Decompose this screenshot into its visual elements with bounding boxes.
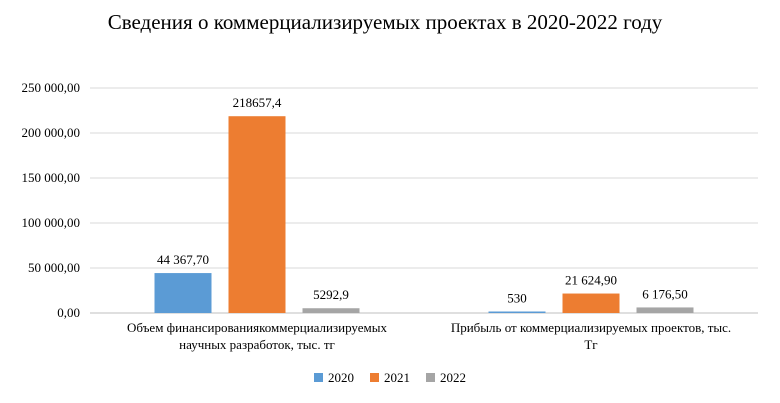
data-label: 6 176,50 (642, 286, 688, 301)
category-label: Объем финансированиякоммерциализируемых (127, 320, 387, 335)
data-label: 530 (507, 291, 527, 306)
category-label: Тг (584, 337, 597, 352)
y-tick-label: 200 000,00 (22, 125, 81, 140)
legend-swatch (426, 373, 435, 382)
x-axis-categories: Объем финансированиякоммерциализируемых н… (127, 320, 731, 352)
category-label: научных разработок, тыс. тг (179, 337, 335, 352)
data-labels: 44 367,70 218657,4 5292,9 530 21 624,90 6 176… (157, 95, 688, 305)
data-label: 21 624,90 (565, 273, 617, 288)
y-axis-ticks: 0,00 50 000,00 100 000,00 150 000,00 200 000… (22, 80, 81, 320)
y-tick-label: 250 000,00 (22, 80, 81, 95)
bar-2020-2 (488, 311, 546, 313)
data-label: 44 367,70 (157, 252, 209, 267)
legend-label: 2020 (328, 370, 354, 385)
legend-label: 2021 (384, 370, 410, 385)
bar-2021-1 (228, 116, 286, 313)
y-tick-label: 100 000,00 (22, 215, 81, 230)
y-tick-label: 50 000,00 (28, 260, 80, 275)
legend-item-2020: 2020 (314, 370, 354, 386)
legend-swatch (314, 373, 323, 382)
y-tick-label: 150 000,00 (22, 170, 81, 185)
y-tick-label: 0,00 (57, 305, 80, 320)
legend-swatch (370, 373, 379, 382)
legend-item-2022: 2022 (426, 370, 466, 386)
chart-title: Сведения о коммерциализируемых проектах … (107, 10, 663, 34)
legend-item-2021: 2021 (370, 370, 410, 386)
data-label: 5292,9 (313, 287, 349, 302)
bar-2021-2 (562, 293, 620, 313)
data-label: 218657,4 (233, 95, 282, 110)
bars (154, 116, 694, 313)
legend: 2020 2021 2022 (0, 370, 780, 386)
bar-2020-1 (154, 273, 212, 313)
bar-2022-1 (302, 308, 360, 313)
bar-2022-2 (636, 307, 694, 313)
legend-label: 2022 (440, 370, 466, 385)
category-label: Прибыль от коммерциализируемых проектов,… (451, 320, 731, 335)
